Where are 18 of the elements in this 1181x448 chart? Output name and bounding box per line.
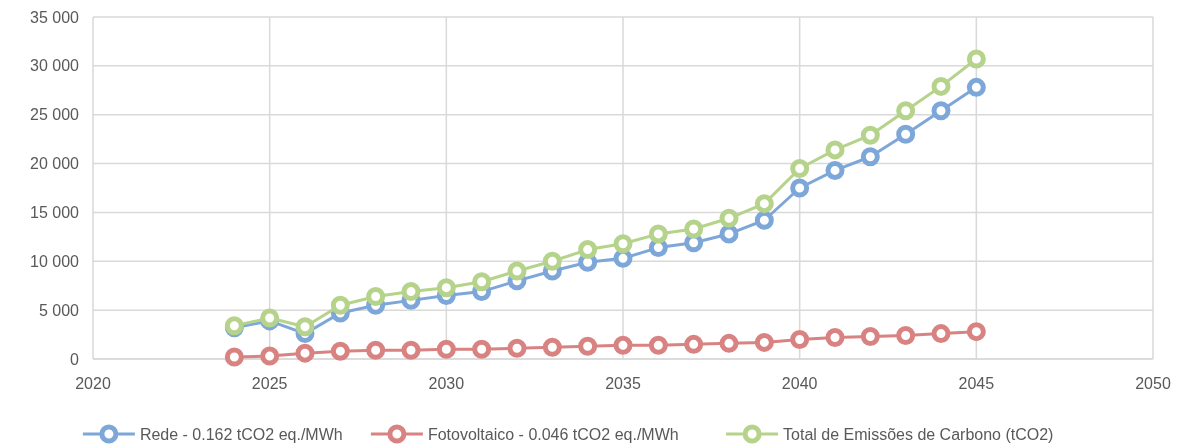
x-tick-label: 2045 [958, 375, 995, 392]
x-tick-label: 2050 [1135, 375, 1171, 392]
legend-label: Fotovoltaico - 0.046 tCO2 eq./MWh [427, 425, 679, 443]
x-tick-label: 2040 [781, 375, 818, 392]
y-tick-label: 10 000 [30, 252, 80, 270]
y-tick-label: 5 000 [38, 301, 80, 319]
y-tick-label: 30 000 [30, 57, 80, 75]
legend-label: Rede - 0.162 tCO2 eq./MWh [139, 425, 343, 443]
x-tick-label: 2035 [605, 375, 641, 392]
x-tick-label: 2030 [428, 375, 465, 392]
y-tick-label: 15 000 [30, 204, 80, 222]
x-tick-label: 2020 [75, 375, 111, 392]
y-tick-label: 0 [70, 350, 80, 368]
legend-label: Total de Emissões de Carbono (tCO2) [783, 425, 1054, 443]
y-tick-label: 25 000 [30, 106, 80, 124]
y-tick-label: 20 000 [30, 155, 80, 173]
x-tick-label: 2025 [251, 375, 288, 392]
y-tick-label: 35 000 [30, 8, 80, 26]
